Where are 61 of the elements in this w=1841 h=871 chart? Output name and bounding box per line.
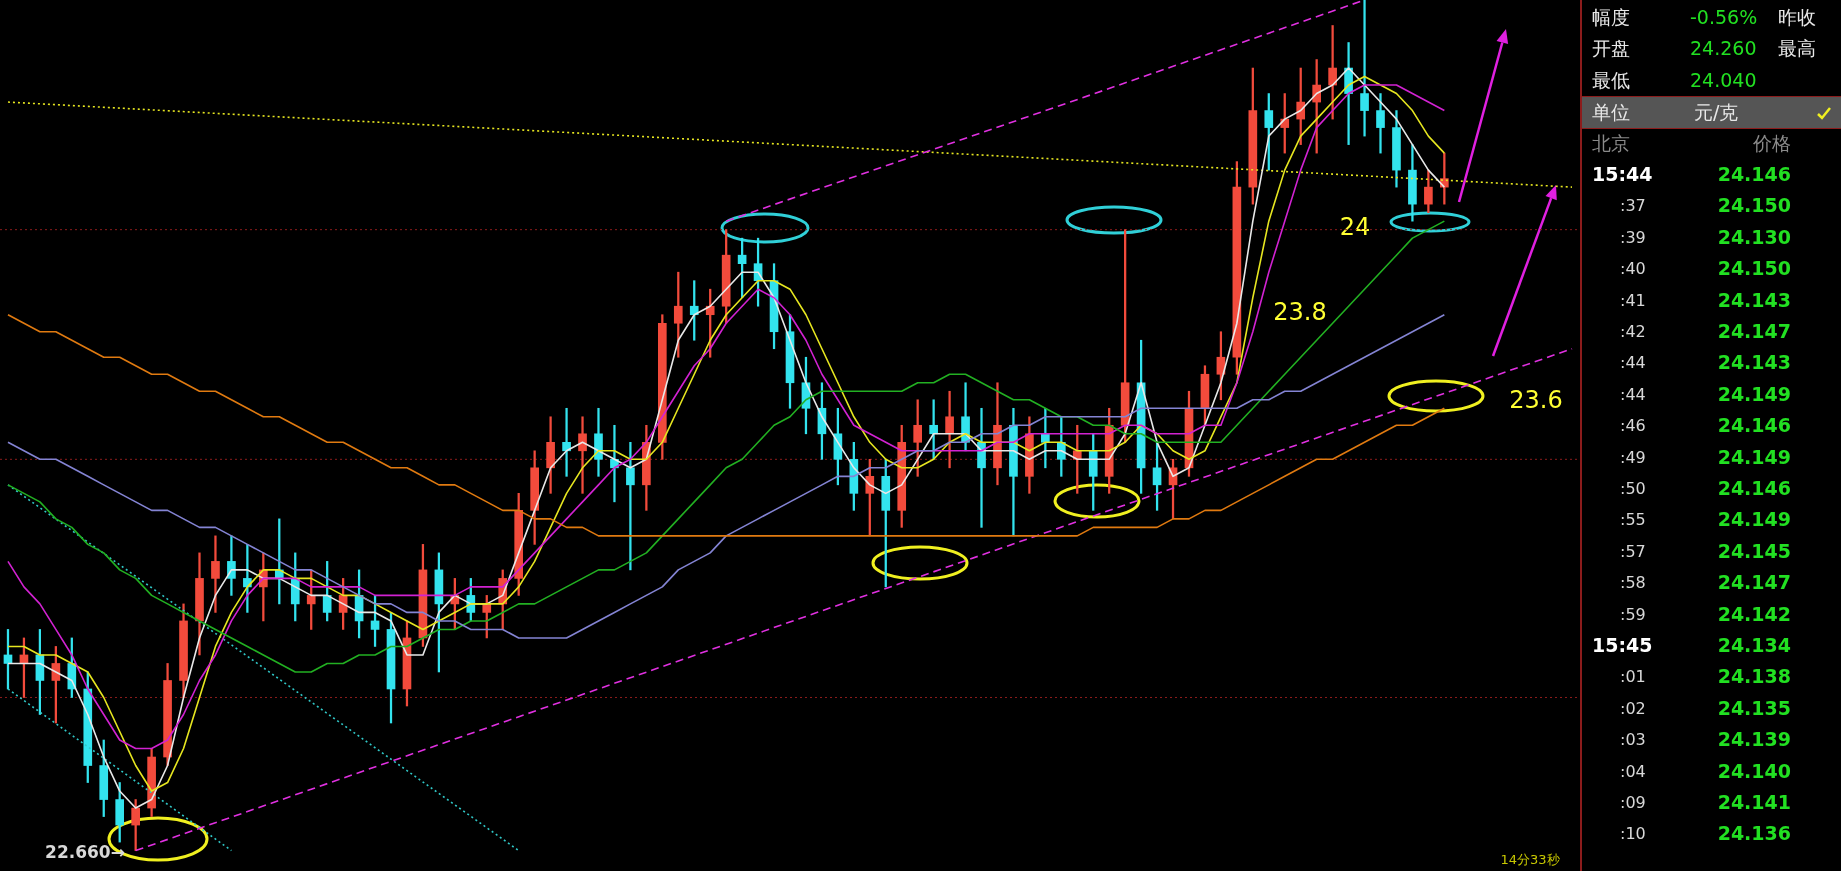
text: 24.149 xyxy=(1717,381,1791,407)
text: :09 xyxy=(1620,792,1646,814)
text: 15:44 xyxy=(1592,162,1653,187)
text: :49 xyxy=(1620,446,1646,469)
text: :50 xyxy=(1620,478,1646,500)
text: 24.140 xyxy=(1717,758,1791,784)
text: :58 xyxy=(1620,572,1646,595)
text: :03 xyxy=(1620,729,1646,752)
text: :55 xyxy=(1620,509,1646,532)
text: :44 xyxy=(1620,352,1646,375)
text: 24.149 xyxy=(1717,507,1791,533)
text: :02 xyxy=(1620,697,1646,720)
text: 24.146 xyxy=(1717,162,1791,187)
text: 开盘 xyxy=(1592,36,1630,62)
annotation: 23.8 xyxy=(1273,298,1327,326)
text: :04 xyxy=(1620,760,1646,783)
text: 元/克 xyxy=(1694,100,1739,126)
text: :10 xyxy=(1620,823,1646,846)
text: 24.150 xyxy=(1717,256,1791,282)
text: 24.149 xyxy=(1717,444,1791,470)
text: 24.143 xyxy=(1717,287,1791,313)
text: 北京 xyxy=(1592,130,1630,156)
text: :42 xyxy=(1620,321,1646,343)
text: 14分33秒 xyxy=(1500,851,1560,869)
text: :37 xyxy=(1620,195,1646,218)
text: :40 xyxy=(1620,258,1646,281)
text: :41 xyxy=(1620,289,1646,312)
annotation: 24 xyxy=(1339,213,1371,241)
text: :57 xyxy=(1620,540,1646,563)
text: 24.145 xyxy=(1717,538,1791,564)
text: 24.130 xyxy=(1717,224,1791,250)
text: 24.150 xyxy=(1717,193,1791,219)
text: :46 xyxy=(1620,415,1646,438)
text: 最低 xyxy=(1592,67,1630,93)
text: :01 xyxy=(1620,666,1646,689)
text: -0.56% xyxy=(1690,5,1758,30)
text: 24.260 xyxy=(1690,36,1757,62)
annotation: 23.6 xyxy=(1509,386,1563,414)
text: 价格 xyxy=(1753,130,1791,156)
text: 15:45 xyxy=(1592,633,1653,658)
text: 单位 xyxy=(1592,100,1630,126)
text: 最高 xyxy=(1778,36,1816,62)
text: 幅度 xyxy=(1592,5,1630,30)
text: 24.142 xyxy=(1717,601,1791,627)
text: 24.139 xyxy=(1717,727,1791,753)
text: 24.146 xyxy=(1717,476,1791,501)
text: :59 xyxy=(1620,603,1646,626)
text: 24.040 xyxy=(1690,67,1757,93)
annotation: 22.660→ xyxy=(45,842,125,862)
text: 24.138 xyxy=(1717,664,1791,690)
text: 昨收 xyxy=(1778,5,1816,30)
text: 24.136 xyxy=(1717,821,1791,847)
text: :44 xyxy=(1620,383,1646,406)
text: 24.147 xyxy=(1717,570,1791,596)
text: 24.147 xyxy=(1717,319,1791,344)
text: 24.134 xyxy=(1717,633,1791,658)
text: 24.143 xyxy=(1717,350,1791,376)
text: 24.146 xyxy=(1717,413,1791,439)
text: 24.135 xyxy=(1717,695,1791,721)
text: :39 xyxy=(1620,226,1646,249)
text: 24.141 xyxy=(1717,790,1791,815)
